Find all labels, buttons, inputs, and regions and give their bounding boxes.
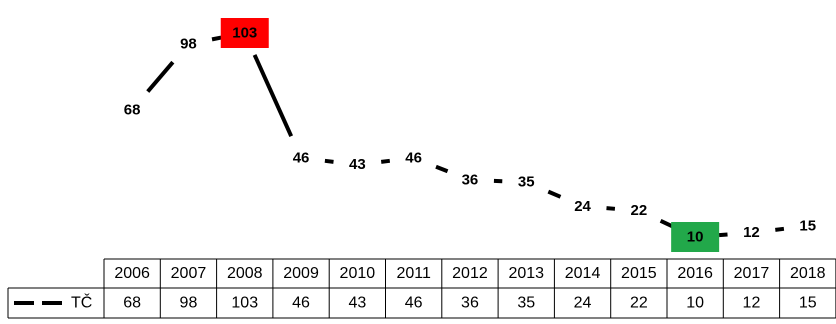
table-cell-2018: 15 — [799, 295, 817, 312]
line-segment-2017-2018 — [775, 226, 785, 232]
table-cell-2011: 46 — [405, 295, 423, 312]
line-segment-2016-2017 — [718, 232, 728, 238]
table-header-2006: 2006 — [114, 265, 150, 282]
line-segment-2006-2007 — [146, 60, 175, 93]
table-header-2017: 2017 — [734, 265, 770, 282]
table-cell-2017: 12 — [743, 295, 761, 312]
line-segment-2013-2014 — [547, 189, 562, 199]
table-cell-2008: 103 — [231, 295, 258, 312]
table-header-2010: 2010 — [340, 265, 376, 282]
data-label-2015: 22 — [631, 202, 648, 219]
line-segment-2011-2012 — [435, 164, 449, 174]
line-segment-2009-2010 — [324, 158, 334, 164]
data-label-2008: 103 — [232, 25, 257, 42]
data-label-2013: 35 — [518, 174, 535, 191]
table-cell-2007: 98 — [180, 295, 198, 312]
data-label-2017: 12 — [743, 224, 760, 241]
table-header-2011: 2011 — [396, 265, 431, 282]
table-header-2012: 2012 — [452, 265, 488, 282]
highlight-box-2008 — [220, 18, 269, 48]
data-table: 2006 2007 2008 2009 2010 2011 2012 2013 2014 2015… — [7, 258, 836, 319]
table-cell-2010: 43 — [348, 295, 366, 312]
data-label-2014: 24 — [574, 198, 591, 215]
table-header-2016: 2016 — [677, 265, 713, 282]
table-header-2015: 2015 — [621, 265, 657, 282]
table-header-2009: 2009 — [283, 265, 319, 282]
table-header-2008: 2008 — [227, 265, 263, 282]
table-cell-2015: 22 — [630, 295, 648, 312]
table-cell-2006: 68 — [123, 295, 141, 312]
line-segment-2007-2008 — [211, 35, 222, 42]
data-label-2018: 15 — [799, 218, 816, 235]
table-cell-2009: 46 — [292, 295, 310, 312]
data-label-2007: 98 — [180, 35, 197, 52]
table-header-2018: 2018 — [790, 265, 826, 282]
data-label-2009: 46 — [293, 150, 310, 167]
line-segment-2014-2015 — [606, 206, 616, 211]
data-label-2010: 43 — [349, 156, 366, 173]
table-cell-2013: 35 — [517, 295, 535, 312]
table-header-2007: 2007 — [171, 265, 207, 282]
table-cell-2012: 36 — [461, 295, 479, 312]
table-cell-2014: 24 — [574, 295, 592, 312]
data-label-2006: 68 — [124, 101, 141, 118]
data-label-2016: 10 — [687, 229, 704, 246]
table-header-2013: 2013 — [508, 265, 544, 282]
data-label-2012: 36 — [462, 171, 479, 188]
series-line-segments — [146, 35, 785, 238]
table-header-2014: 2014 — [565, 265, 601, 282]
data-labels: 68 98 103 46 43 46 36 35 24 22 10 12 15 — [124, 18, 816, 252]
data-label-2011: 46 — [405, 150, 422, 167]
line-segment-2008-2009 — [252, 54, 294, 137]
table-cell-2016: 10 — [686, 295, 704, 312]
legend-series-name: TČ — [71, 293, 92, 312]
line-segment-2010-2011 — [380, 158, 391, 164]
highlight-box-2016 — [671, 222, 720, 252]
